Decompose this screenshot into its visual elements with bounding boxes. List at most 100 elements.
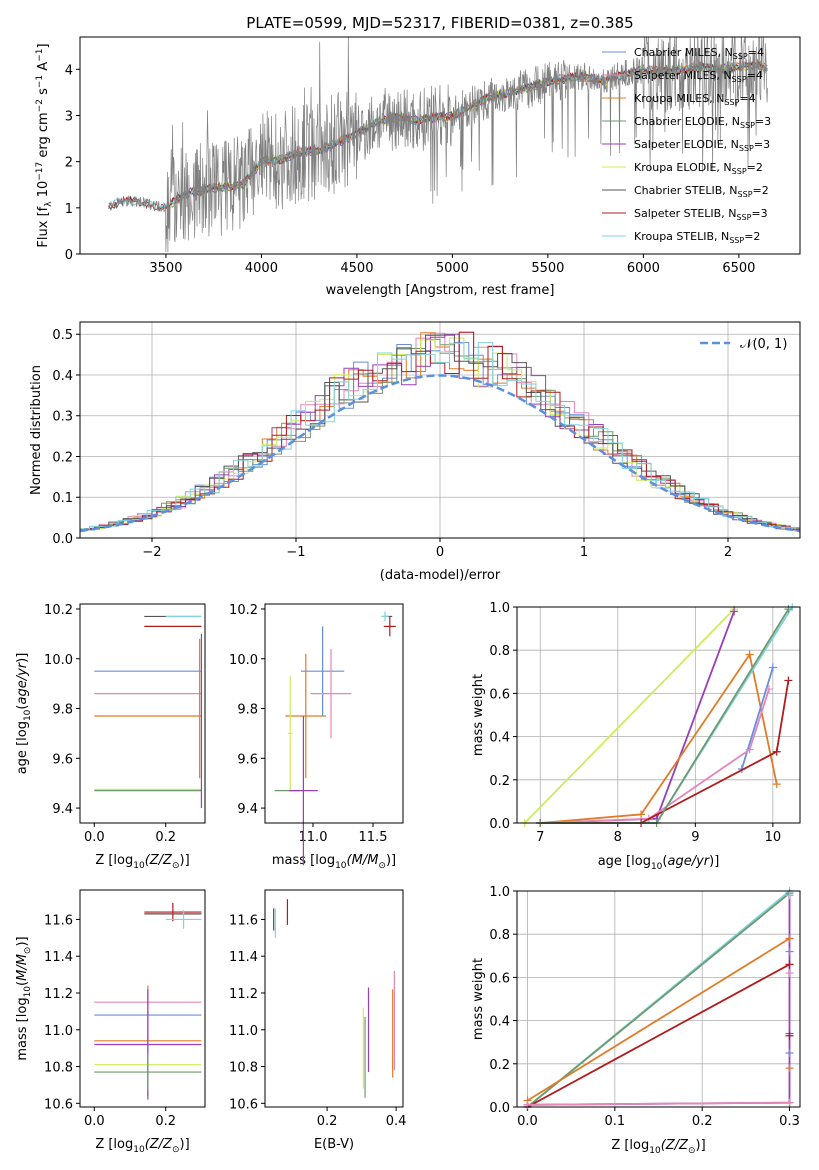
label-part: (Z/Z: [145, 853, 173, 868]
y-tick-label: 0.0: [489, 817, 510, 832]
y-tick-label: 10.6: [44, 1097, 73, 1112]
weight-marker: [785, 1031, 794, 1040]
x-axis-label: (data-model)/error: [380, 568, 501, 583]
x-tick-label: 0.2: [317, 1114, 338, 1129]
x-axis-label: wavelength [Angstrom, rest frame]: [326, 283, 555, 298]
weight-marker-salpeter_elodie: [730, 607, 739, 616]
y-tick-label: 10.6: [229, 1097, 258, 1112]
weight_vs_Z-panel: 0.0 0.1 0.2 0.3 0.0 0.2 0.4 0.6 0.8 1.0 mass weigh…: [471, 885, 801, 1156]
label-sub: 10: [133, 861, 145, 871]
x-tick-label: −1: [286, 545, 305, 560]
weight-marker-salpeter_miles: [764, 685, 773, 694]
x-tick-label: 0.2: [692, 1114, 713, 1129]
label-part: )]: [180, 1137, 190, 1152]
y-tick-label: 0.2: [489, 774, 510, 789]
y-tick-label: 10.0: [229, 653, 258, 668]
x-tick-label: 6000: [627, 261, 660, 276]
y-tick-label: 9.8: [52, 703, 73, 718]
y-tick-label: 0.4: [489, 1015, 510, 1030]
legend-label: Salpeter STELIB, NSSP=3: [634, 207, 768, 222]
label-part: age [log: [15, 721, 30, 774]
y-tick-label: 11.6: [44, 913, 73, 928]
y-tick-label: 10.8: [229, 1061, 258, 1076]
x-tick-label: 6500: [722, 261, 755, 276]
x-axis-label: mass [log10(M/M⊙)]: [272, 853, 396, 871]
histogram-salpeter_stelib: [80, 331, 800, 532]
legend-text: Chabrier ELODIE, N: [634, 115, 740, 128]
y-tick-label: 1: [65, 202, 73, 217]
x-tick-label: 10: [765, 830, 782, 845]
legend-text: Kroupa MILES, N: [634, 92, 724, 105]
x-tick-label: 11.0: [299, 830, 328, 845]
y-tick-label: 0.3: [52, 410, 73, 425]
x-tick-label: 8: [614, 830, 622, 845]
y-tick-label: 9.4: [52, 802, 73, 817]
weight-marker-kroupa_miles: [637, 810, 646, 819]
label-part: Z [log: [95, 853, 133, 868]
y-tick-label: 9.6: [237, 752, 258, 767]
x-tick-label: 1: [580, 545, 588, 560]
weight-line-salpeter_elodie: [540, 610, 735, 824]
weight-line-salpeter_stelib: [540, 680, 790, 824]
label-part: −17: [35, 162, 45, 181]
y-tick-label: 0.2: [489, 1058, 510, 1073]
label-part: age/yr: [667, 854, 710, 869]
mass_vs_Z-panel: 0.0 0.2 10.6 10.8 11.0 11.2 11.4 11.6 Z [log10(Z…: [44, 889, 206, 1155]
label-part: Z [log: [95, 1137, 133, 1152]
label-sub: 10: [133, 1145, 145, 1155]
x-tick-label: 4500: [340, 261, 373, 276]
x-tick-label: −2: [142, 545, 161, 560]
label-part: erg cm: [36, 112, 51, 161]
legend-text: Chabrier MILES, N: [634, 46, 733, 59]
weight_vs_age-panel: 7 8 9 10 0.0 0.2 0.4 0.6 0.8 1.0 mass weight age [l…: [471, 601, 801, 872]
axes-frame: [516, 890, 801, 1108]
x-tick-label: 0.2: [155, 1114, 176, 1129]
y-tick-label: 9.4: [237, 802, 258, 817]
y-tick-label: 11.4: [229, 950, 258, 965]
label-part: Flux [f: [36, 206, 51, 247]
label-part: 10: [23, 986, 33, 998]
weight-line-kroupa_elodie: [524, 608, 735, 824]
weight-line-salpeter_stelib: [527, 963, 790, 1108]
y-tick-label: 11.6: [229, 913, 258, 928]
weight-line-kroupa_miles: [527, 937, 790, 1102]
y-tick-label: 0.6: [489, 971, 510, 986]
legend-text: =3: [754, 138, 770, 151]
legend-label: Kroupa ELODIE, NSSP=2: [634, 161, 763, 176]
y-tick-label: 0.8: [489, 644, 510, 659]
x-tick-label: 9: [691, 830, 699, 845]
axes-frame: [264, 603, 404, 824]
label-part: age/yr: [15, 661, 30, 704]
histogram-kroupa_stelib: [80, 342, 800, 532]
weight-line-kroupa_miles: [540, 652, 778, 824]
y-tick-label: 0.8: [489, 928, 510, 943]
legend-text: =4: [739, 92, 755, 105]
label-part: −2: [35, 99, 45, 112]
y-axis-label: age [log10(age/yr)]: [15, 653, 33, 775]
y-tick-label: 9.8: [237, 703, 258, 718]
y-tick-label: 2: [65, 156, 73, 171]
age_vs_Z-panel: 0.0 0.2 9.4 9.6 9.8 10.0 10.2 Z [log10(Z/Z⊙)]: [44, 603, 206, 871]
x-axis-label: Z [log10(Z/Z⊙)]: [611, 1138, 705, 1156]
x-axis-label: Z [log10(Z/Z⊙)]: [95, 853, 189, 871]
spectrum-panel: 3500 4000 4500 5000 5500 6000 6500 0 1 2 3 4 wavelen…: [35, 36, 801, 298]
legend-label: Salpeter MILES, NSSP=4: [634, 69, 763, 84]
x-tick-label: 5000: [436, 261, 469, 276]
y-tick-label: 0.2: [52, 450, 73, 465]
weight-line-chabrier_miles: [740, 667, 774, 770]
mass_vs_ebv-panel: 0.2 0.4 10.6 10.8 11.0 11.2 11.4 11.6 E(B-V): [229, 889, 406, 1152]
legend-sub: SSP: [733, 52, 748, 61]
weight-marker: [785, 934, 794, 943]
label-part: A: [36, 62, 51, 75]
legend-text: =2: [744, 230, 760, 243]
label-part: (: [15, 705, 30, 710]
x-tick-label: 0.0: [84, 830, 105, 845]
weight-marker: [785, 969, 794, 978]
y-tick-label: 11.2: [229, 987, 258, 1002]
label-part: 10: [651, 862, 663, 872]
legend-label: Kroupa MILES, NSSP=4: [634, 92, 756, 107]
y-tick-label: 10.0: [44, 653, 73, 668]
label-part: )]: [180, 853, 190, 868]
legend-text: =3: [751, 207, 767, 220]
